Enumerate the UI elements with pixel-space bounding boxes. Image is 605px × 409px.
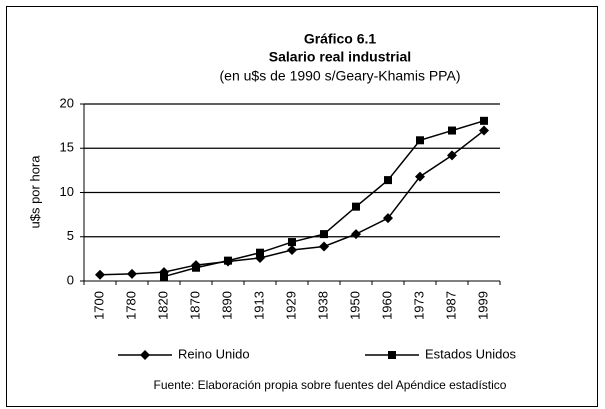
marker: [388, 351, 396, 359]
y-tick-label: 20: [60, 95, 74, 110]
marker: [416, 136, 424, 145]
x-tick-label: 1973: [411, 291, 426, 320]
x-tick-label: 1950: [347, 291, 362, 320]
chart-subtitle2: (en u$s de 1990 s/Geary-Khamis PPA): [220, 68, 461, 84]
marker: [95, 269, 105, 280]
x-tick-label: 1999: [475, 291, 490, 320]
marker: [192, 263, 200, 272]
x-tick-label: 1820: [155, 291, 170, 320]
marker: [224, 256, 232, 265]
marker: [287, 245, 297, 256]
x-tick-label: 1890: [219, 291, 234, 320]
x-tick-label: 1987: [443, 291, 458, 320]
x-tick-label: 1700: [91, 291, 106, 320]
x-tick-label: 1960: [379, 291, 394, 320]
marker: [256, 248, 264, 257]
marker: [140, 350, 150, 360]
y-tick-label: 15: [60, 140, 74, 155]
chart-subtitle: Salario real industrial: [269, 49, 411, 65]
y-tick-label: 0: [67, 272, 74, 287]
marker: [448, 126, 456, 135]
chart-title: Gráfico 6.1: [304, 31, 377, 47]
x-tick-label: 1913: [251, 291, 266, 320]
marker: [320, 230, 328, 239]
y-tick-label: 10: [60, 184, 74, 199]
marker: [351, 229, 361, 240]
chart-border: [6, 6, 598, 407]
marker: [160, 272, 168, 281]
x-tick-label: 1938: [315, 291, 330, 320]
x-tick-label: 1929: [283, 291, 298, 320]
x-tick-label: 1780: [123, 291, 138, 320]
marker: [480, 116, 488, 125]
series-line: [163, 120, 485, 278]
marker: [319, 241, 329, 252]
source-note: Fuente: Elaboración propia sobre fuentes…: [154, 378, 507, 392]
marker: [415, 171, 425, 182]
marker: [383, 213, 393, 224]
marker: [384, 176, 392, 185]
legend-label: Reino Unido: [178, 346, 250, 361]
y-tick-label: 5: [67, 228, 74, 243]
y-axis-label: u$s por hora: [27, 155, 42, 229]
marker: [127, 268, 137, 279]
legend-label: Estados Unidos: [425, 346, 517, 361]
marker: [479, 125, 489, 136]
marker: [352, 202, 360, 211]
marker: [288, 238, 296, 247]
x-tick-label: 1870: [187, 291, 202, 320]
marker: [447, 150, 457, 161]
